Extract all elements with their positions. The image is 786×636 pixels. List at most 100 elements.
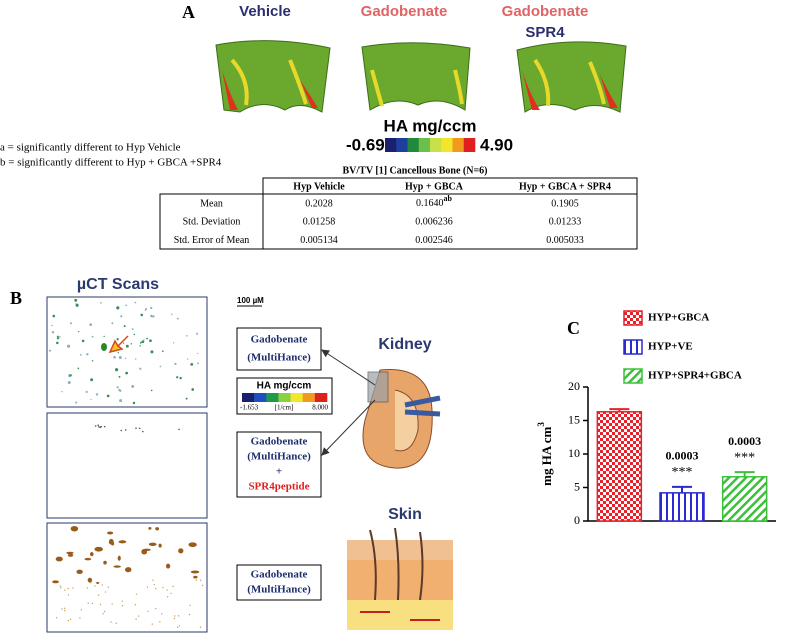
speck	[51, 324, 53, 327]
speck	[179, 376, 182, 380]
speck	[123, 342, 125, 344]
speck	[150, 350, 154, 354]
colorbar-cell	[266, 393, 279, 402]
deposit	[178, 548, 184, 554]
deposit	[87, 577, 93, 583]
deposit	[84, 557, 92, 561]
speck	[191, 388, 195, 391]
speck	[94, 425, 97, 427]
speck	[90, 378, 94, 382]
speck	[185, 334, 188, 337]
speck	[55, 617, 58, 619]
y-tick-label: 10	[568, 446, 580, 460]
colorbar-max: 8.000	[312, 404, 328, 412]
colorbar-cell	[407, 138, 420, 152]
treatment-text: Gadobenate	[251, 333, 308, 345]
y-axis-label-sup: 3	[536, 422, 546, 427]
speck	[116, 306, 120, 310]
colorbar-cell	[396, 138, 408, 152]
table-cell: 0.005033	[546, 235, 584, 246]
y-tick-label: 20	[568, 379, 580, 393]
speck	[85, 390, 88, 394]
speck	[197, 362, 200, 365]
speck	[155, 607, 157, 610]
speck	[81, 339, 85, 343]
speck	[115, 622, 117, 624]
speck	[56, 337, 60, 340]
significance: ***	[672, 465, 693, 480]
speck	[166, 596, 169, 598]
colorbar-label: HA mg/ccm	[257, 381, 312, 392]
group-title: Vehicle	[239, 3, 291, 20]
speck	[61, 390, 63, 393]
speck	[195, 579, 197, 581]
table-header: Hyp + GBCA + SPR4	[519, 181, 611, 192]
colorbar-cell	[290, 393, 304, 402]
speck	[120, 429, 123, 432]
treatment-text: (MultiHance)	[247, 352, 311, 364]
speck	[201, 584, 204, 587]
colorbar-cell	[385, 138, 397, 152]
speck	[155, 587, 157, 590]
speck	[166, 589, 168, 591]
legend-swatch	[623, 310, 643, 326]
speck	[196, 332, 199, 335]
speck	[145, 307, 148, 310]
speck	[190, 363, 194, 366]
speck	[74, 298, 78, 302]
speck	[67, 587, 69, 590]
speck	[89, 323, 93, 326]
speck	[119, 399, 123, 403]
treatment-text: +	[276, 466, 282, 478]
speck	[117, 351, 119, 354]
speck	[135, 593, 138, 595]
treatment-text: SPR4peptide	[248, 481, 309, 493]
speck	[67, 594, 70, 596]
deposit	[158, 543, 162, 548]
speck	[107, 586, 109, 588]
speck	[134, 301, 137, 304]
row-label: Std. Deviation	[183, 216, 241, 227]
speck	[139, 367, 142, 370]
p-value: 0.0003	[666, 449, 699, 463]
speck	[56, 341, 59, 345]
y-axis-label-text: mg HA cm	[539, 426, 554, 485]
speck	[102, 613, 104, 615]
table: Hyp Vehicle Hyp + GBCA Hyp + GBCA + SPR4 Me…	[159, 177, 638, 250]
speck	[121, 605, 124, 607]
speck	[103, 335, 105, 338]
deposit	[66, 551, 74, 555]
speck	[132, 401, 136, 405]
deposit	[155, 527, 160, 531]
speck	[159, 621, 161, 623]
speck	[137, 615, 140, 617]
speck	[131, 328, 134, 330]
kidney-illustration	[362, 369, 441, 469]
speck	[143, 339, 145, 341]
speck	[78, 330, 80, 333]
table-cell: 0.2028	[305, 198, 333, 209]
speck	[138, 427, 141, 430]
speck	[123, 325, 126, 328]
bar	[659, 492, 705, 522]
speck	[91, 335, 94, 338]
panel-label: B	[10, 288, 22, 308]
deposit	[148, 527, 152, 530]
speck	[79, 617, 81, 619]
deposit	[103, 560, 107, 565]
treatment-box	[236, 564, 322, 601]
colorbar-cell	[463, 138, 476, 152]
group-title: Gadobenate	[361, 3, 448, 20]
deposit	[166, 563, 171, 569]
speck	[147, 610, 149, 613]
arrow-icon	[108, 335, 129, 354]
deposit	[101, 343, 107, 351]
speck	[90, 398, 92, 401]
speck	[159, 365, 162, 368]
deposit	[118, 540, 127, 544]
deposit	[148, 542, 157, 546]
colorbar-label: HA mg/ccm	[384, 116, 477, 135]
bone-renders	[215, 40, 627, 113]
speck	[200, 579, 202, 581]
